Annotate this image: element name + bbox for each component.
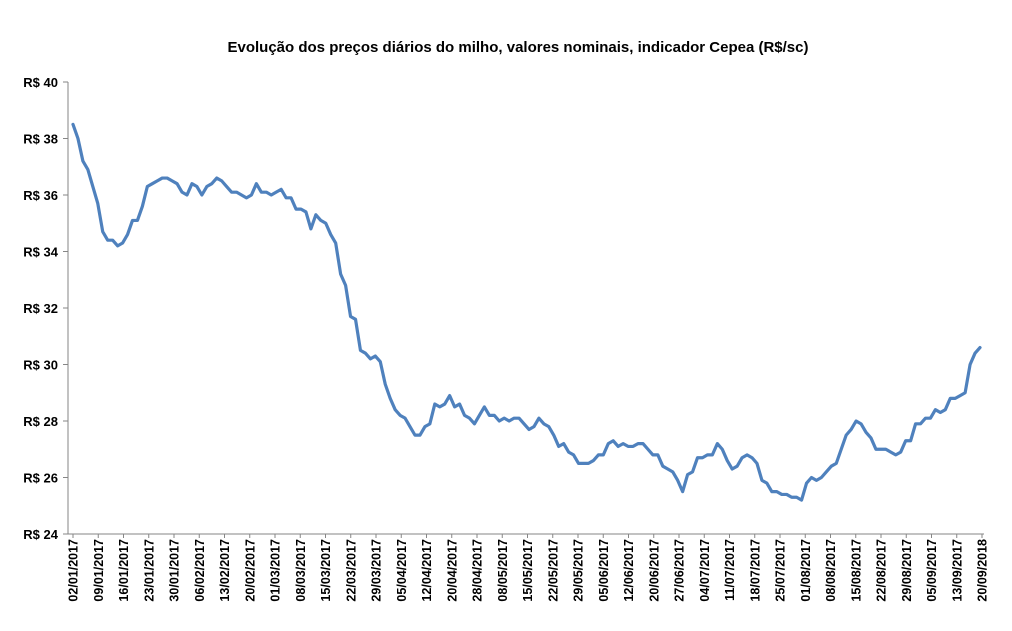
x-tick-label: 01/08/2017 xyxy=(799,539,813,602)
x-tick-label: 27/06/2017 xyxy=(673,539,687,602)
x-tick-label: 29/05/2017 xyxy=(572,539,586,602)
series-line xyxy=(71,122,982,502)
x-tick-label: 23/01/2017 xyxy=(142,539,156,602)
x-tick-label: 01/03/2017 xyxy=(269,539,283,602)
x-tick-label: 25/07/2017 xyxy=(774,539,788,602)
y-tick-label: R$ 36 xyxy=(23,188,58,203)
x-tick-label: 20/06/2017 xyxy=(647,539,661,602)
y-axis-ticks: R$ 24 R$ 26 R$ 28 R$ 30 R$ 32 R$ 34 R$ 36 R$ 38… xyxy=(23,75,68,542)
x-tick-label: 18/07/2017 xyxy=(748,539,762,602)
x-tick-label: 16/01/2017 xyxy=(117,539,131,602)
x-tick-label: 05/04/2017 xyxy=(395,539,409,602)
x-axis-ticks: 02/01/2017 09/01/2017 16/01/2017 23/01/2017… xyxy=(67,534,990,602)
x-tick-label: 15/05/2017 xyxy=(521,539,535,602)
x-tick-label: 30/01/2017 xyxy=(168,539,182,602)
x-tick-label: 13/02/2017 xyxy=(218,539,232,602)
x-tick-label: 11/07/2017 xyxy=(723,539,737,601)
series-group xyxy=(71,122,982,502)
y-tick-label: R$ 24 xyxy=(23,527,58,542)
y-tick-label: R$ 28 xyxy=(23,414,58,429)
x-tick-label: 29/08/2017 xyxy=(900,539,914,602)
y-tick-label: R$ 34 xyxy=(23,245,58,260)
y-tick-label: R$ 26 xyxy=(23,471,58,486)
chart-axes xyxy=(67,82,984,535)
y-tick-label: R$ 32 xyxy=(23,301,58,316)
x-tick-label: 09/01/2017 xyxy=(92,539,106,602)
x-tick-label: 02/01/2017 xyxy=(67,539,81,602)
x-tick-label: 22/08/2017 xyxy=(875,539,889,602)
x-tick-label: 28/04/2017 xyxy=(471,539,485,602)
x-tick-label: 08/05/2017 xyxy=(496,539,510,602)
y-tick-label: R$ 30 xyxy=(23,358,58,373)
x-tick-label: 05/06/2017 xyxy=(597,539,611,602)
x-tick-label: 22/03/2017 xyxy=(344,539,358,602)
x-tick-label: 08/08/2017 xyxy=(824,539,838,602)
x-tick-label: 20/04/2017 xyxy=(445,539,459,602)
x-tick-label: 06/02/2017 xyxy=(193,539,207,602)
x-tick-label: 20/02/2017 xyxy=(243,539,257,602)
x-tick-label: 12/06/2017 xyxy=(622,539,636,602)
x-tick-label: 13/09/2017 xyxy=(950,539,964,602)
y-tick-label: R$ 40 xyxy=(23,75,58,90)
x-tick-label: 12/04/2017 xyxy=(420,539,434,602)
chart-title: Evolução dos preços diários do milho, va… xyxy=(228,39,809,56)
x-tick-label: 08/03/2017 xyxy=(294,539,308,602)
x-tick-label: 29/03/2017 xyxy=(370,539,384,602)
y-tick-label: R$ 38 xyxy=(23,132,58,147)
x-tick-label: 15/08/2017 xyxy=(849,539,863,602)
x-tick-label: 05/09/2017 xyxy=(925,539,939,602)
x-tick-label: 22/05/2017 xyxy=(546,539,560,602)
x-tick-label: 04/07/2017 xyxy=(698,539,712,602)
x-tick-label: 20/09/2018 xyxy=(976,539,990,602)
x-tick-label: 15/03/2017 xyxy=(319,539,333,602)
